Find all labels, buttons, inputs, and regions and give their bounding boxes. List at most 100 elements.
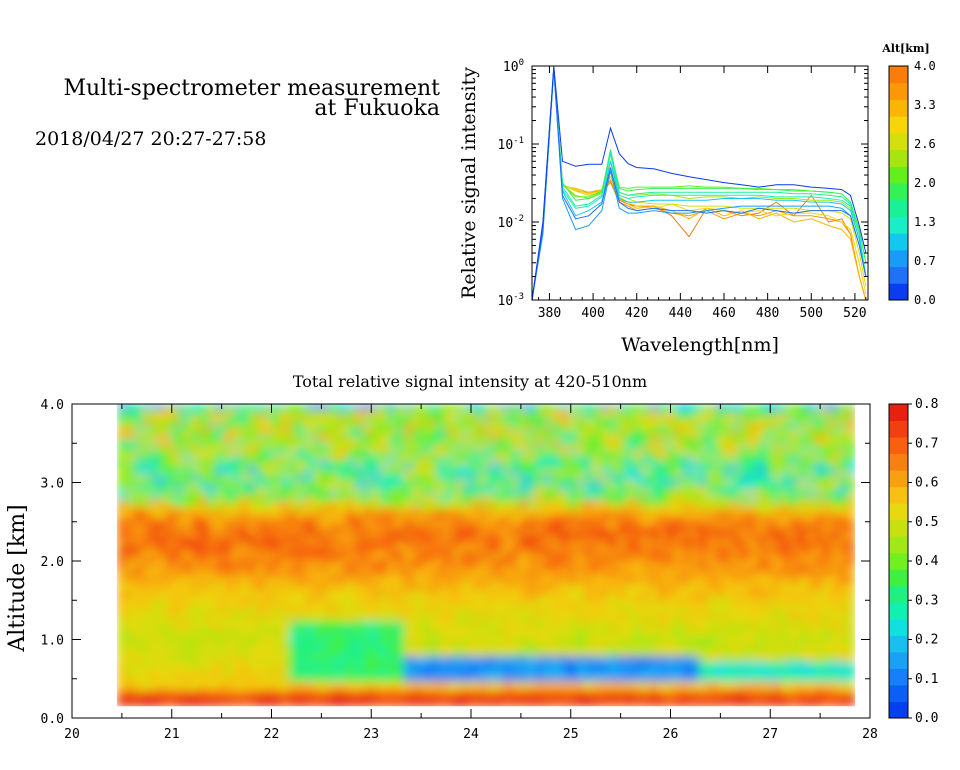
heatmap-cell	[715, 620, 725, 627]
heatmap-cell	[157, 615, 167, 622]
heatmap-cell	[510, 580, 520, 586]
heatmap-cell	[264, 585, 274, 591]
heatmap-cell	[510, 494, 520, 501]
heatmap-cell	[510, 449, 520, 455]
heatmap-cell	[207, 474, 216, 481]
heatmap-cell	[354, 514, 364, 521]
heatmap-cell	[518, 504, 528, 511]
heatmap-cell	[379, 665, 389, 672]
heatmap-cell	[535, 620, 544, 627]
heatmap-cell	[781, 600, 790, 606]
heatmap-cell	[838, 640, 848, 647]
heatmap-cell	[576, 681, 585, 687]
heatmap-cell	[289, 686, 298, 692]
heatmap-cell	[691, 625, 700, 632]
heatmap-cell	[403, 540, 413, 546]
heatmap-cell	[781, 701, 790, 707]
heatmap-cell	[379, 504, 389, 511]
heatmap-cell	[535, 696, 544, 702]
heatmap-cell	[633, 676, 643, 682]
heatmap-cell	[166, 519, 175, 526]
heatmap-cell	[650, 650, 659, 657]
heatmap-cell	[264, 535, 274, 541]
heatmap-cell	[346, 635, 356, 642]
heatmap-cell	[494, 535, 503, 541]
heatmap-cells	[116, 404, 856, 707]
heatmap-cell	[682, 560, 692, 566]
heatmap-cell	[256, 494, 266, 501]
heatmap-cell	[157, 671, 167, 677]
heatmap-cell	[625, 434, 635, 440]
heatmap-cell	[223, 590, 233, 596]
heatmap-cell	[633, 660, 643, 667]
heatmap-cell	[502, 635, 512, 642]
heatmap-cell	[764, 691, 774, 697]
heatmap-cell	[600, 519, 610, 526]
heatmap-cell	[207, 610, 216, 617]
heatmap-cell	[723, 691, 733, 697]
heatmap-cell	[617, 464, 626, 470]
heatmap-cell	[174, 469, 184, 476]
heatmap-cell	[486, 595, 495, 601]
heatmap-cell	[838, 479, 848, 486]
heatmap-cell	[518, 665, 528, 672]
heatmap-cell	[600, 489, 610, 496]
heatmap-cell	[174, 600, 184, 606]
heatmap-cell	[256, 691, 266, 697]
heatmap-cell	[756, 545, 766, 551]
heatmap-cell	[846, 645, 856, 652]
heatmap-cell	[313, 529, 323, 536]
heatmap-cell	[207, 625, 216, 632]
heatmap-cell	[789, 444, 799, 450]
heatmap-cell	[239, 514, 249, 521]
heatmap-cell	[535, 585, 544, 591]
heatmap-cell	[207, 681, 216, 687]
heatmap-cell	[223, 550, 233, 556]
heatmap-cell	[248, 600, 257, 606]
heatmap-cell	[477, 529, 487, 536]
heatmap-cell	[182, 454, 192, 460]
heatmap-cell	[789, 519, 799, 526]
heatmap-cell	[715, 691, 725, 697]
heatmap-cell	[387, 494, 397, 501]
heatmap-cell	[740, 474, 749, 481]
heatmap-cell	[510, 459, 520, 465]
heatmap-cell	[551, 545, 561, 551]
heatmap-cell	[584, 529, 594, 536]
heatmap-cell	[149, 519, 159, 526]
heatmap-cell	[477, 449, 487, 455]
heatmap-cell	[764, 535, 774, 541]
heatmap-cell	[321, 489, 331, 496]
heatmap-cell	[551, 655, 561, 662]
heatmap-cell	[773, 514, 782, 521]
heatmap-cell	[846, 590, 856, 596]
heatmap-cell	[551, 494, 561, 501]
heatmap-cell	[174, 555, 184, 561]
heatmap-cell	[543, 686, 553, 692]
heatmap-cell	[773, 650, 782, 657]
heatmap-cell	[527, 535, 536, 541]
heatmap-cell	[231, 434, 241, 440]
heatmap-cell	[141, 681, 151, 687]
heatmap-cell	[469, 625, 479, 632]
heatmap-cell	[264, 691, 274, 697]
heatmap-cell	[289, 545, 298, 551]
heatmap-cell	[403, 444, 413, 450]
heatmap-cell	[215, 645, 225, 652]
heatmap-cell	[289, 499, 298, 506]
heatmap-cell	[748, 701, 758, 707]
heatmap-cell	[207, 514, 216, 521]
heatmap-cell	[510, 514, 520, 521]
heatmap-cell	[149, 580, 159, 586]
heatmap-cell	[633, 535, 643, 541]
heatmap-cell	[477, 489, 487, 496]
heatmap-cell	[387, 696, 397, 702]
heatmap-cell	[707, 514, 717, 521]
heatmap-cell	[256, 625, 266, 632]
heatmap-cell	[543, 434, 553, 440]
heatmap-cell	[280, 686, 290, 692]
heatmap-cell	[420, 671, 430, 677]
heatmap-cell	[502, 484, 512, 491]
heatmap-cell	[174, 499, 184, 506]
heatmap-cell	[764, 681, 774, 687]
